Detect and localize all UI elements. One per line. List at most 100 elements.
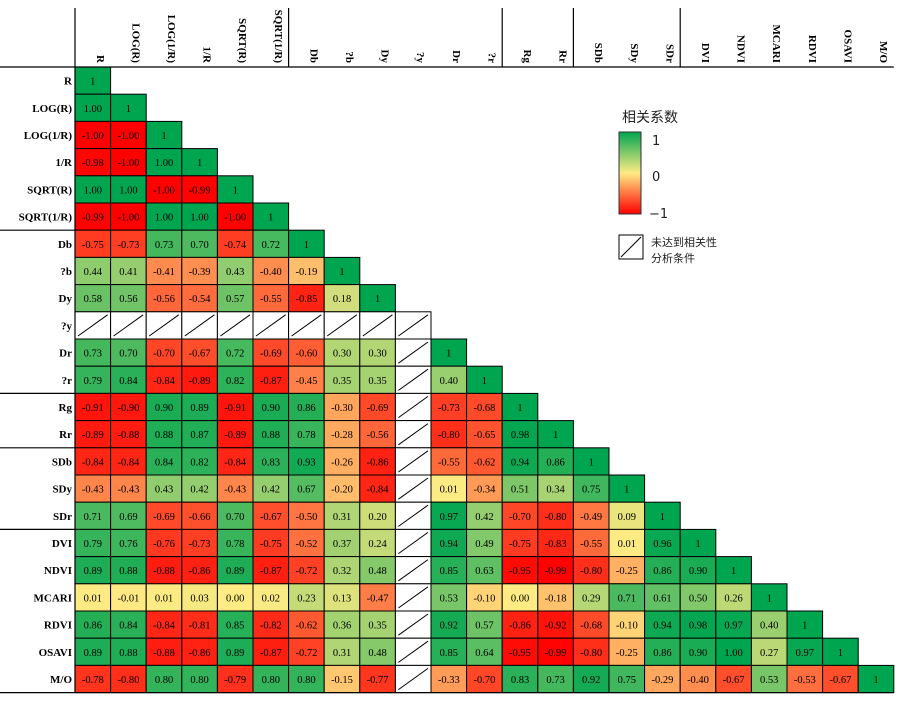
cell-value-label: -0.74	[224, 240, 247, 251]
cell-value-label: -0.80	[580, 566, 602, 577]
cell-value-label: -0.19	[295, 267, 317, 278]
heatmap-cell	[288, 583, 325, 612]
legend-tick-mid: 0	[652, 170, 660, 185]
cell-value-label: -0.75	[82, 240, 104, 251]
column-label: MCARI	[770, 25, 782, 64]
heatmap-cell	[288, 637, 325, 666]
cell-value-label: 0.89	[226, 566, 244, 577]
cell-value-label: 0.80	[190, 675, 208, 686]
heatmap-cell	[537, 474, 574, 503]
heatmap-cell	[252, 229, 290, 258]
row-label: SDr	[53, 511, 72, 523]
heatmap-cell	[181, 528, 218, 558]
cell-value-label: -0.84	[82, 457, 105, 468]
na-slash	[398, 586, 429, 609]
cell-value-label: 0.67	[297, 485, 315, 496]
cell-value-label: 0.97	[796, 648, 814, 659]
heatmap-cell	[679, 528, 717, 558]
cell-value-label: 1	[767, 593, 772, 604]
cell-value-label: -0.84	[153, 376, 176, 387]
cell-value-label: 0.50	[689, 593, 707, 604]
cell-value-label: 0.75	[618, 675, 636, 686]
cell-value-label: 0.44	[84, 267, 103, 278]
heatmap-cell	[74, 583, 112, 612]
cell-value-label: -0.99	[545, 648, 567, 659]
heatmap-cell	[786, 610, 824, 639]
column-label: LOG(R)	[129, 23, 141, 63]
cell-value-label: -0.62	[473, 457, 495, 468]
cell-value-label: 1.00	[155, 213, 173, 224]
cell-value-label: -0.92	[545, 621, 567, 632]
cell-value-label: -0.10	[473, 593, 495, 604]
na-slash	[398, 504, 429, 527]
column-label: Dy	[379, 50, 391, 64]
cell-value-label: 0.30	[368, 349, 386, 360]
cell-value-label: 0.61	[653, 593, 671, 604]
na-slash	[398, 640, 429, 663]
cell-value-label: 1	[517, 403, 522, 414]
cell-value-label: -0.50	[295, 512, 317, 523]
heatmap-cell	[466, 610, 503, 639]
heatmap-cell	[501, 610, 539, 639]
heatmap-cell	[288, 556, 325, 585]
heatmap-cell	[145, 447, 183, 476]
cell-value-label: 0.78	[226, 539, 244, 550]
cell-value-label: 0.88	[119, 648, 137, 659]
cell-value-label: 0.42	[190, 485, 208, 496]
heatmap-cell	[110, 175, 147, 204]
heatmap-cell	[181, 365, 218, 394]
heatmap-cell	[74, 637, 112, 666]
heatmap-cell	[608, 556, 646, 585]
heatmap-cell	[644, 501, 681, 530]
na-slash	[398, 477, 429, 500]
cell-value-label: 0.92	[582, 675, 600, 686]
cell-value-label: -0.49	[580, 512, 602, 523]
cell-value-label: -0.40	[260, 267, 282, 278]
cell-value-label: 0.31	[333, 512, 351, 523]
row-label: R	[64, 76, 73, 88]
legend-tick-min: −1	[649, 207, 668, 222]
heatmap-cell	[181, 583, 218, 612]
row-label: RDVI	[44, 620, 72, 632]
cell-value-label: -0.67	[723, 675, 745, 686]
heatmap-cell	[74, 365, 112, 394]
heatmap-cell	[181, 610, 218, 639]
cell-value-label: 0.84	[155, 457, 174, 468]
cell-value-label: 0.35	[333, 376, 351, 387]
heatmap-cell	[430, 338, 468, 367]
heatmap-cell	[608, 474, 646, 503]
heatmap-cell	[572, 501, 610, 530]
na-slash	[148, 314, 180, 337]
column-labels: R LOG(R) LOG(1/R) 1/R SQRT(R) SQRT(1/R) Db ?b Dy…	[94, 10, 889, 64]
heatmap-cell	[323, 420, 361, 449]
cell-value-label: 0.32	[333, 566, 351, 577]
cell-value-label: 1	[126, 104, 131, 115]
heatmap-cell	[430, 528, 468, 558]
heatmap-cell	[181, 175, 218, 204]
cell-value-label: -0.89	[82, 430, 104, 441]
cell-value-label: 0.53	[440, 593, 458, 604]
column-label: LOG(1/R)	[165, 15, 177, 64]
cell-value-label: 0.83	[511, 675, 529, 686]
cell-value-label: 1	[624, 485, 629, 496]
na-slash	[220, 314, 251, 337]
heatmap-cell	[608, 501, 646, 530]
column-label: SDr	[663, 44, 675, 63]
heatmap-cell	[181, 420, 218, 449]
cell-value-label: 0.37	[333, 539, 351, 550]
cell-value-label: -0.86	[509, 621, 531, 632]
cell-value-label: 0.56	[119, 294, 137, 305]
heatmap-cell	[181, 392, 218, 422]
na-slash	[398, 314, 429, 337]
heatmap-cell	[466, 583, 503, 612]
heatmap-cell	[145, 392, 183, 422]
heatmap-cell	[74, 93, 112, 122]
cell-value-label: 1	[695, 539, 700, 550]
heatmap-cell	[74, 474, 112, 503]
cell-value-label: -0.43	[224, 485, 246, 496]
cell-value-label: 0.90	[262, 403, 280, 414]
cell-value-label: -0.99	[545, 566, 567, 577]
cell-value-label: -0.98	[82, 158, 104, 169]
heatmap-cell	[430, 583, 468, 612]
cell-value-label: 0.89	[190, 403, 208, 414]
